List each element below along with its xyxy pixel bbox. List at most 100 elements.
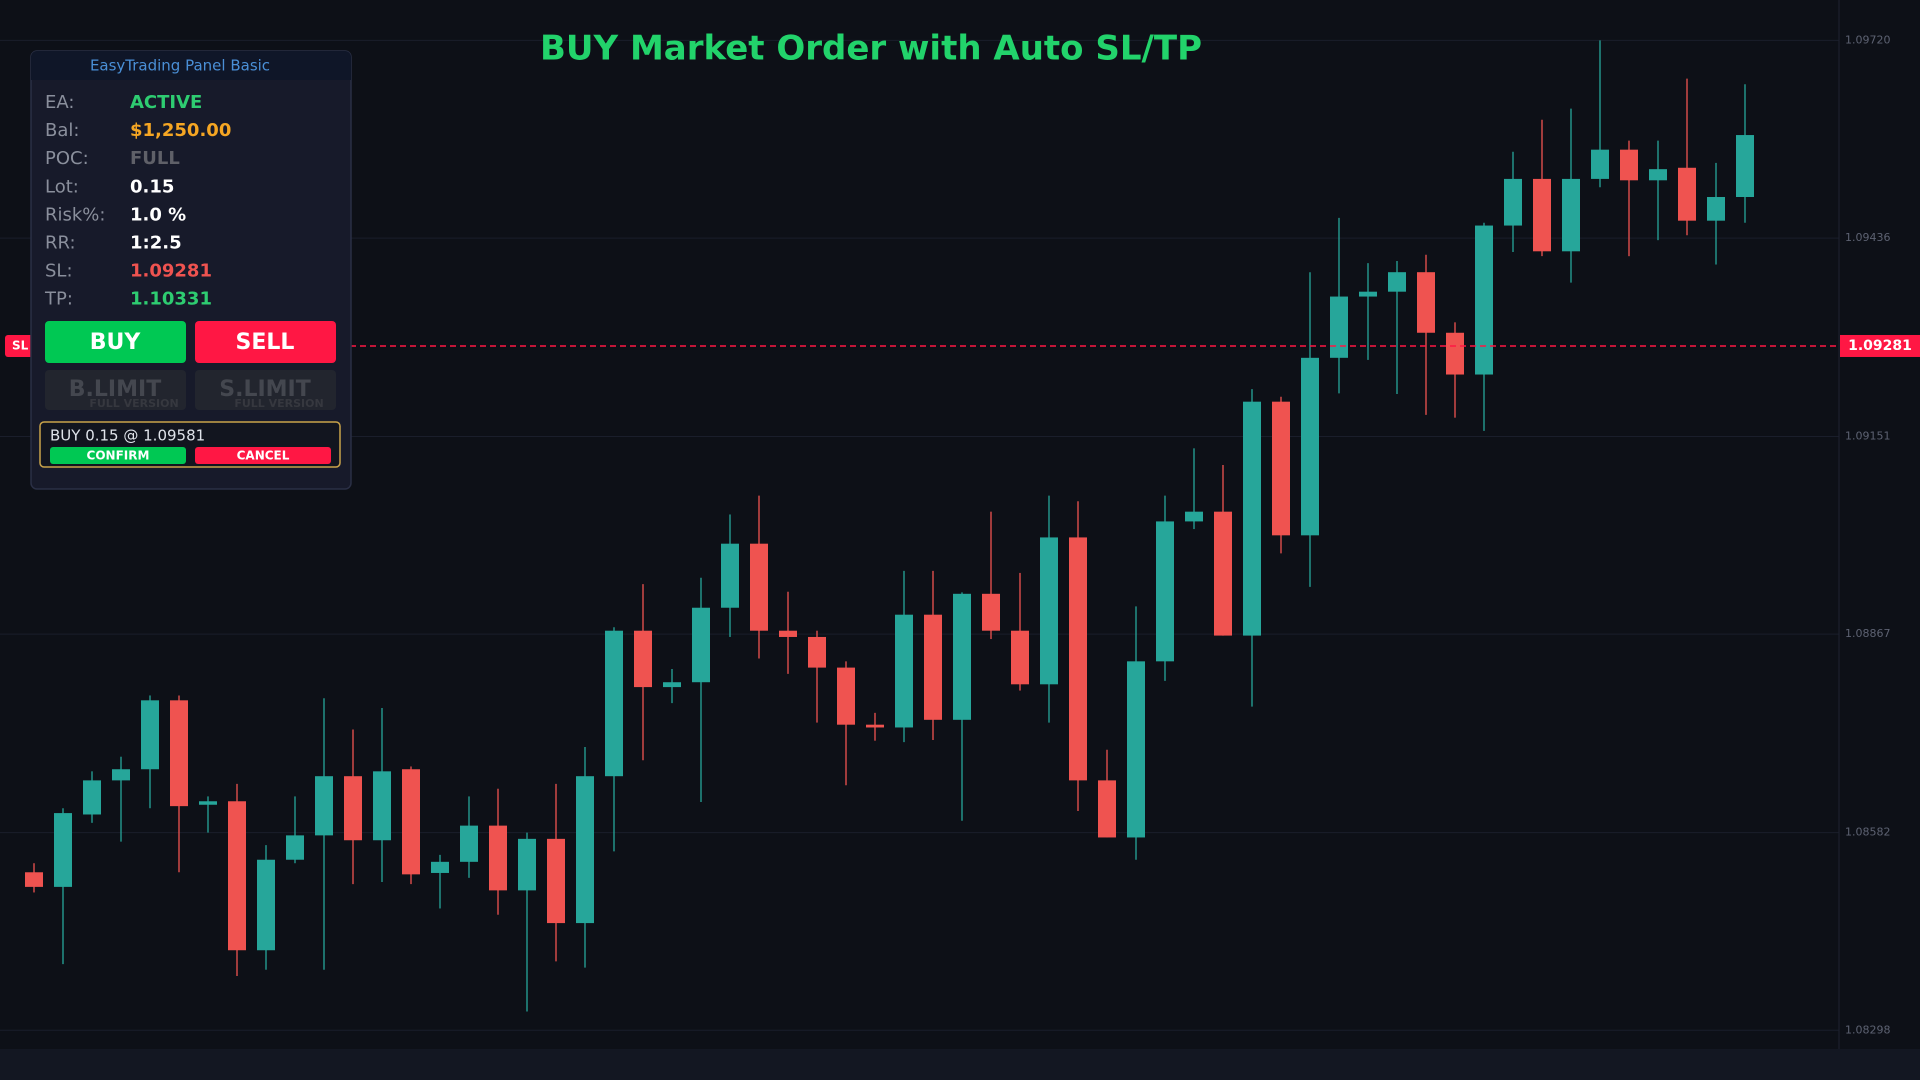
row-value: $1,250.00	[130, 120, 231, 141]
panel-title: EasyTrading Panel Basic	[90, 57, 270, 75]
panel-header	[31, 51, 351, 80]
candle-body	[170, 700, 188, 807]
buy-limit-label: B.LIMIT	[69, 377, 161, 402]
candle-body	[1040, 537, 1058, 685]
sell-button[interactable]	[195, 321, 336, 363]
candle-body	[1069, 537, 1087, 781]
sell-label: SELL	[236, 330, 295, 355]
row-label: Lot:	[45, 176, 79, 197]
candle-body	[344, 776, 362, 841]
candle-body	[1243, 401, 1261, 636]
row-label: RR:	[45, 233, 76, 254]
sell-limit-label: S.LIMIT	[219, 377, 311, 402]
buy-limit-button[interactable]	[45, 370, 186, 410]
candle-body	[634, 630, 652, 688]
candle-body	[1649, 169, 1667, 181]
candle-body	[924, 614, 942, 720]
candle-body	[286, 835, 304, 860]
candle-body	[1301, 357, 1319, 536]
cancel-label: CANCEL	[237, 449, 290, 463]
row-value: FULL	[130, 148, 180, 169]
candle-body	[1127, 661, 1145, 838]
candle-body	[25, 872, 43, 887]
candle-body	[1272, 401, 1290, 536]
row-label: EA:	[45, 92, 74, 113]
candle-body	[141, 700, 159, 770]
candle-body	[808, 636, 826, 668]
candle-body	[1475, 225, 1493, 375]
sell-limit-button[interactable]	[195, 370, 336, 410]
candle-body	[199, 801, 217, 805]
candle-body	[837, 667, 855, 725]
row-value: ACTIVE	[130, 92, 202, 113]
candle-body	[257, 859, 275, 951]
candle-body	[721, 543, 739, 608]
row-value: 1.09281	[130, 261, 212, 282]
candle-body	[489, 825, 507, 891]
panel-rows: EA: ACTIVE Bal: $1,250.00 POC: FULL Lot: 0.15 Ri…	[44, 92, 231, 310]
candle-body	[518, 838, 536, 891]
candle-body	[1011, 630, 1029, 685]
candle-body	[895, 614, 913, 728]
candle-body	[750, 543, 768, 631]
y-tick-label: 1.08867	[1845, 627, 1891, 640]
candle-body	[112, 769, 130, 781]
candle-body	[1185, 511, 1203, 522]
candle-body	[54, 813, 72, 887]
row-label: POC:	[45, 148, 89, 169]
candle-body	[402, 769, 420, 875]
candle-body	[1330, 296, 1348, 358]
bottom-bar	[0, 1049, 1920, 1080]
candle-body	[663, 682, 681, 688]
candle-body	[1591, 149, 1609, 179]
candle-body	[576, 776, 594, 924]
price-tag-label: 1.09281	[1848, 338, 1912, 354]
candle-body	[605, 630, 623, 777]
confirm-text: BUY 0.15 @ 1.09581	[50, 427, 205, 445]
chart-title: BUY Market Order with Auto SL/TP	[540, 29, 1202, 69]
price-axis: 1.09720 1.09436 1.09151 1.08867 1.08582 1.082…	[1845, 33, 1891, 1036]
row-value: 0.15	[130, 176, 174, 197]
candle-body	[1359, 291, 1377, 297]
row-value: 1:2.5	[130, 233, 182, 254]
candle-body	[866, 724, 884, 728]
candle-body	[982, 593, 1000, 631]
buy-button[interactable]	[45, 321, 186, 363]
candle-body	[1388, 272, 1406, 292]
y-tick-label: 1.08298	[1845, 1023, 1891, 1036]
candle-body	[953, 593, 971, 720]
candle-body	[228, 801, 246, 951]
sl-tag	[5, 334, 35, 357]
candle-body	[547, 838, 565, 924]
confirm-label: CONFIRM	[87, 449, 150, 463]
row-value: 1.0 %	[130, 204, 186, 225]
buy-label: BUY	[90, 330, 142, 355]
y-tick-label: 1.09720	[1845, 33, 1891, 46]
candle-body	[692, 607, 710, 683]
y-tick-label: 1.09151	[1845, 429, 1891, 442]
candle-body	[1562, 178, 1580, 252]
candle-body	[1533, 178, 1551, 252]
y-tick-label: 1.09436	[1845, 231, 1891, 244]
confirm-button[interactable]	[50, 447, 186, 464]
candle-body	[779, 630, 797, 637]
candle-body	[1417, 272, 1435, 333]
locked-note: FULL VERSION	[89, 397, 178, 410]
candle-body	[1214, 511, 1232, 636]
cancel-button[interactable]	[195, 447, 331, 464]
candle-body	[315, 776, 333, 836]
candle-body	[460, 825, 478, 862]
sl-tag-label: SL	[12, 338, 29, 352]
row-label: SL:	[45, 261, 73, 282]
price-tag	[1840, 334, 1920, 357]
candles	[25, 40, 1754, 1012]
candle-body	[1736, 135, 1754, 198]
row-label: Risk%:	[45, 204, 105, 225]
candle-body	[431, 861, 449, 873]
row-label: Bal:	[45, 120, 79, 141]
trading-panel: EasyTrading Panel Basic EA: ACTIVE Bal: $1,…	[30, 50, 352, 490]
candle-body	[1620, 149, 1638, 181]
candle-body	[1156, 521, 1174, 662]
locked-note: FULL VERSION	[234, 397, 323, 410]
